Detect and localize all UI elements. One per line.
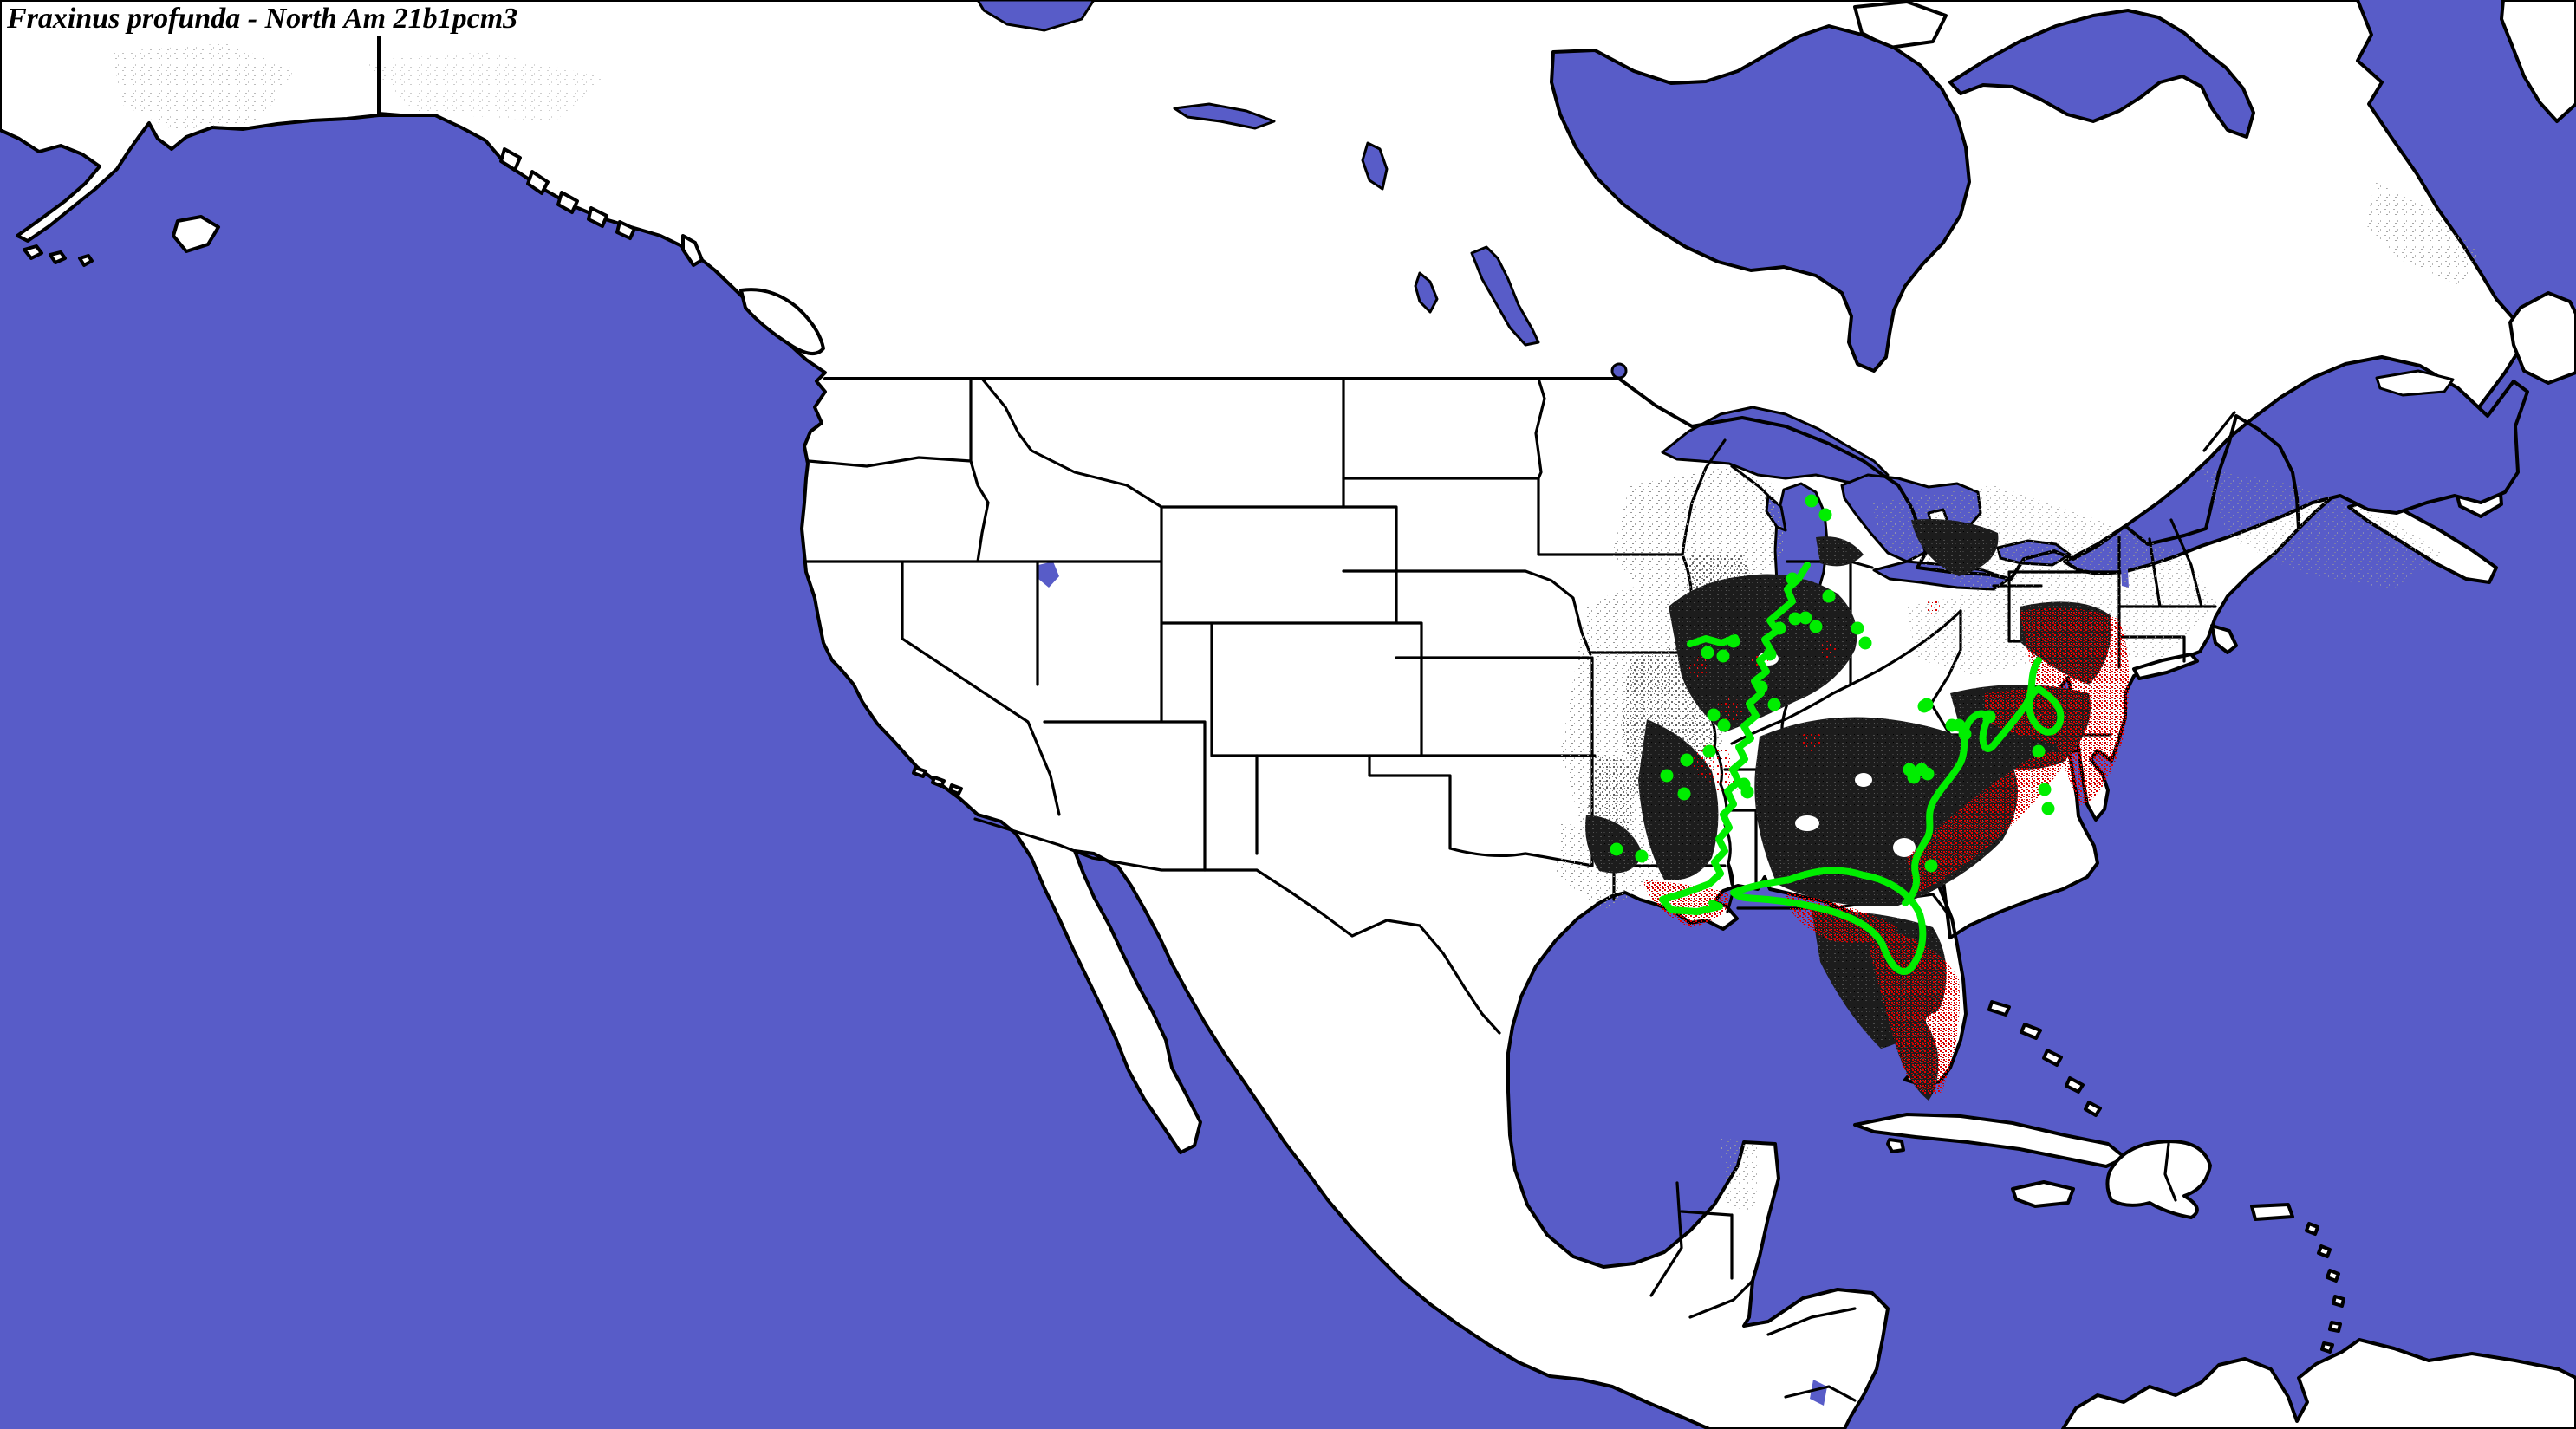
- great-slave-lake: [976, 0, 1096, 32]
- outlier-green-dots: [1610, 494, 2055, 873]
- newfoundland: [2508, 291, 2576, 385]
- green-outlier-dot: [2032, 744, 2046, 758]
- south-america: [2061, 1338, 2576, 1429]
- green-outlier-dot: [1786, 572, 1799, 586]
- green-outlier-dot: [1717, 718, 1731, 732]
- kodiak-island: [172, 215, 220, 253]
- green-outlier-dot: [2038, 783, 2052, 796]
- title-group: Fraxinus profunda - North Am 21b1pcm3: [6, 3, 517, 117]
- western-state-borders: [803, 377, 1540, 872]
- green-outlier-dot: [1716, 649, 1730, 663]
- green-outlier-dot: [1809, 620, 1823, 633]
- green-outlier-dot: [1917, 699, 1931, 713]
- lesser-antilles: [2305, 1222, 2347, 1388]
- lake-nicaragua: [1810, 1380, 1827, 1406]
- aleutian-islands: [23, 244, 94, 267]
- puerto-rico: [2250, 1203, 2294, 1221]
- lake-athabasca: [1173, 102, 1276, 130]
- green-outlier-dot: [1635, 849, 1649, 863]
- green-outlier-dot: [1660, 769, 1674, 783]
- green-outlier-dot: [1822, 589, 1836, 603]
- jamaica: [2011, 1180, 2075, 1208]
- lake-of-the-woods: [1610, 362, 1628, 380]
- greenland-corner: [2500, 0, 2576, 123]
- lake-winnipegosis: [1414, 271, 1439, 314]
- haida-gwaii: [681, 234, 704, 267]
- green-outlier-dot: [2041, 802, 2055, 815]
- green-outlier-dot: [1707, 708, 1721, 722]
- green-outlier-dot: [1858, 636, 1872, 650]
- mexico-border: [973, 817, 1501, 1035]
- central-america-borders: [1649, 1181, 1857, 1402]
- hudson-bay: [1550, 24, 1971, 373]
- green-outlier-dot: [1924, 859, 1938, 873]
- green-outlier-dot: [1754, 680, 1768, 694]
- green-outlier-dot: [1773, 621, 1786, 635]
- long-island: [2132, 653, 2199, 680]
- green-outlier-dot: [1788, 612, 1802, 626]
- great-salt-lake: [1038, 562, 1059, 588]
- anticosti-island: [2375, 369, 2455, 397]
- green-outlier-dot: [1740, 785, 1754, 799]
- isle-of-youth: [1886, 1138, 1905, 1153]
- green-outlier-dot: [1958, 727, 1972, 741]
- green-outlier-dot: [1921, 767, 1935, 781]
- green-outlier-dot: [1727, 634, 1740, 648]
- green-outlier-dot: [1763, 647, 1777, 661]
- hudson-strait-ungava: [1948, 9, 2255, 139]
- green-outlier-dot: [1851, 621, 1864, 635]
- range-line-louisiana-coast: [1659, 880, 1723, 915]
- green-outlier-dot: [1702, 744, 1716, 758]
- green-outlier-dot: [1680, 753, 1694, 767]
- green-outlier-dot: [1610, 842, 1623, 856]
- occurrence-red-speckle: [1643, 600, 2130, 1095]
- range-line-nc-sounds: [2026, 685, 2065, 736]
- map-title: Fraxinus profunda - North Am 21b1pcm3: [6, 3, 517, 35]
- green-outlier-dot: [1982, 710, 1996, 724]
- green-outlier-dot: [1677, 787, 1691, 801]
- green-outlier-dot: [1767, 698, 1781, 711]
- green-outlier-dot: [1799, 611, 1812, 625]
- channel-islands: [912, 766, 963, 796]
- title-leader-line: [377, 36, 401, 117]
- green-outlier-dot: [1701, 646, 1714, 659]
- range-line-mississippi-embayment: [1706, 562, 1811, 887]
- cape-cod: [2210, 624, 2238, 654]
- hispaniola: [2105, 1140, 2212, 1219]
- green-outlier-dot: [1907, 770, 1921, 784]
- range-line-florida-panhandle: [1730, 867, 1927, 975]
- reindeer-lake: [1361, 141, 1389, 191]
- green-outlier-dot: [1818, 508, 1832, 522]
- lake-winnipeg: [1470, 245, 1540, 347]
- alaska-panhandle-islands: [499, 147, 636, 240]
- green-outlier-dot: [1805, 494, 1818, 508]
- bahamas: [1987, 1000, 2102, 1117]
- haiti-dr-border: [2163, 1142, 2177, 1202]
- green-outlier-dot: [1945, 718, 1959, 732]
- vancouver-island: [739, 288, 825, 355]
